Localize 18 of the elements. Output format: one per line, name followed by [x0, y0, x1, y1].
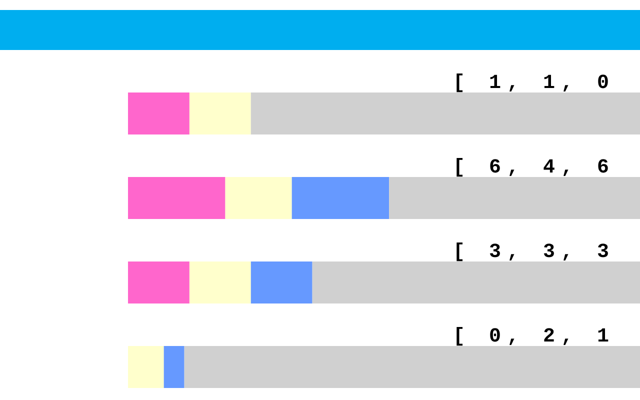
- annotation: [ 3, 3, 3: [453, 241, 616, 264]
- bar: [128, 92, 190, 134]
- bar: [189, 92, 251, 134]
- bar: [292, 177, 390, 219]
- bar: [312, 262, 640, 304]
- annotation: [ 6, 4, 6: [453, 156, 616, 180]
- bar: [128, 346, 164, 388]
- annotation: [ 1, 1, 0: [453, 72, 616, 95]
- bar: [164, 346, 184, 388]
- bar: [189, 262, 251, 304]
- bar: [128, 177, 226, 219]
- bar: [128, 262, 190, 304]
- bar: [184, 346, 640, 388]
- bar: [250, 92, 640, 134]
- bar: [225, 177, 292, 219]
- bar: [389, 177, 640, 219]
- annotation: [ 0, 2, 1: [453, 326, 616, 348]
- bar: [250, 262, 312, 304]
